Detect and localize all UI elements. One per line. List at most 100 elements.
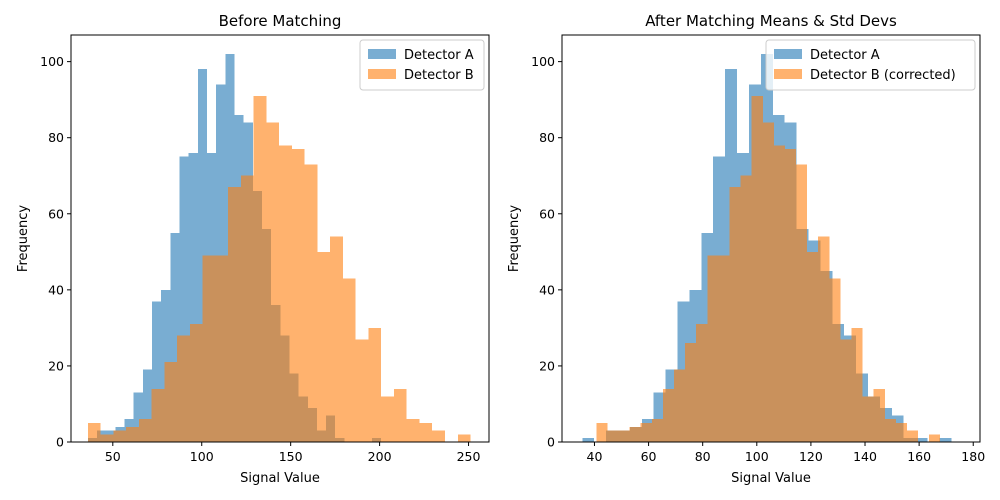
histogram-bar: [862, 396, 874, 442]
legend: Detector A Detector B (corrected): [765, 39, 976, 91]
y-tick-label: 40: [48, 282, 64, 297]
histogram-bar: [179, 156, 189, 442]
y-axis-label: Frequency: [16, 205, 31, 272]
histogram-bar: [829, 278, 841, 442]
legend-swatch: [368, 49, 396, 59]
chart-panel-1: 50 100 150 200 250 0 20 40 60 80 100 Before Matchin…: [16, 12, 490, 486]
histogram-bar: [906, 430, 919, 442]
x-tick-label: 150: [279, 449, 303, 464]
histogram-bar: [228, 187, 241, 442]
histogram-bar: [126, 426, 139, 442]
histogram-bar: [653, 392, 666, 442]
histogram-bar: [253, 95, 267, 443]
histogram-bar: [240, 175, 254, 443]
axes-frame: [70, 34, 490, 443]
histogram-bar: [279, 145, 292, 442]
legend-label: Detector B: [404, 68, 474, 83]
histogram-bar: [884, 419, 896, 442]
y-tick-label: 20: [48, 358, 64, 373]
chart-title: After Matching Means & Std Devs: [645, 12, 897, 30]
histogram-bar: [851, 327, 863, 442]
histogram-bar: [170, 232, 180, 442]
histogram-bar: [368, 327, 382, 442]
legend-box: [765, 39, 976, 91]
histogram-bar: [762, 122, 774, 443]
histogram-bar: [189, 324, 203, 442]
axes-frame: [561, 34, 981, 443]
histogram-bar: [751, 95, 763, 443]
histogram-bar: [818, 236, 830, 442]
histogram-bar: [807, 251, 819, 442]
histogram-bar: [582, 438, 595, 442]
histogram-bar: [100, 434, 114, 442]
histogram-bar: [202, 255, 216, 442]
histogram-bar: [796, 164, 808, 442]
histogram-bar: [291, 149, 305, 443]
x-tick-label: 200: [368, 449, 392, 464]
histogram-bar: [330, 236, 343, 442]
chart-title: Before Matching: [219, 12, 342, 30]
y-tick-label: 100: [531, 54, 555, 69]
histogram-bar: [197, 69, 207, 442]
histogram-bar: [629, 426, 641, 442]
histogram-bar: [342, 278, 356, 442]
x-tick-label: 100: [745, 449, 769, 464]
legend-swatch: [774, 49, 802, 59]
y-tick-label: 80: [539, 130, 555, 145]
histogram-bar: [188, 152, 198, 443]
histogram-bar: [618, 430, 630, 442]
histogram-bar: [915, 438, 928, 442]
histogram-bar: [596, 422, 608, 442]
legend-swatch: [368, 69, 396, 79]
x-tick-label: 100: [190, 449, 214, 464]
x-tick-label: 160: [907, 449, 931, 464]
histogram-bar: [718, 255, 730, 442]
legend: Detector A Detector B: [359, 39, 485, 91]
y-tick-label: 60: [539, 206, 555, 221]
y-tick-label: 40: [539, 282, 555, 297]
histogram-bar: [152, 301, 162, 442]
x-axis-label: Signal Value: [240, 471, 320, 486]
histogram-bar: [651, 419, 663, 442]
histogram-bar: [142, 369, 153, 442]
histogram-bar: [784, 149, 797, 443]
y-tick-label: 80: [48, 130, 64, 145]
histogram-bar: [432, 430, 445, 442]
x-tick-label: 120: [799, 449, 823, 464]
histogram-bar: [939, 438, 952, 442]
x-axis-label: Signal Value: [731, 471, 811, 486]
x-tick-label: 60: [641, 449, 657, 464]
histogram-bar: [840, 339, 852, 442]
legend-label: Detector B (corrected): [810, 68, 956, 83]
histogram-bar: [607, 430, 619, 442]
histogram-bar: [355, 339, 369, 442]
histogram-bar: [393, 388, 407, 442]
histogram-bar: [87, 422, 101, 442]
x-tick-label: 40: [587, 449, 603, 464]
histogram-bar: [304, 164, 318, 442]
histogram-bar: [381, 396, 394, 442]
histogram-bar: [707, 255, 719, 442]
histogram-bar: [133, 392, 143, 442]
series-2-bars: [596, 95, 941, 443]
y-tick-label: 60: [48, 206, 64, 221]
histogram-bar: [674, 369, 686, 442]
histogram-bar: [873, 388, 885, 442]
y-tick-label: 0: [547, 435, 555, 450]
chart-panel-2: 40 60 80 100 120 140 160 180 0 20 40 60 80 100 After M…: [507, 12, 985, 486]
histogram-bar: [640, 422, 652, 442]
histogram-bar: [113, 430, 127, 442]
histogram-bar: [773, 145, 785, 442]
histogram-bar: [164, 362, 178, 442]
histogram-bar: [740, 175, 752, 443]
y-axis-label: Frequency: [507, 205, 522, 272]
legend-label: Detector A: [404, 48, 474, 63]
histogram-bar: [215, 255, 229, 442]
histogram-bar: [317, 251, 331, 442]
histogram-bar: [177, 335, 190, 442]
histogram-bar: [895, 422, 907, 442]
histogram-bar: [929, 434, 941, 442]
histogram-bar: [457, 434, 471, 442]
x-tick-label: 140: [853, 449, 877, 464]
